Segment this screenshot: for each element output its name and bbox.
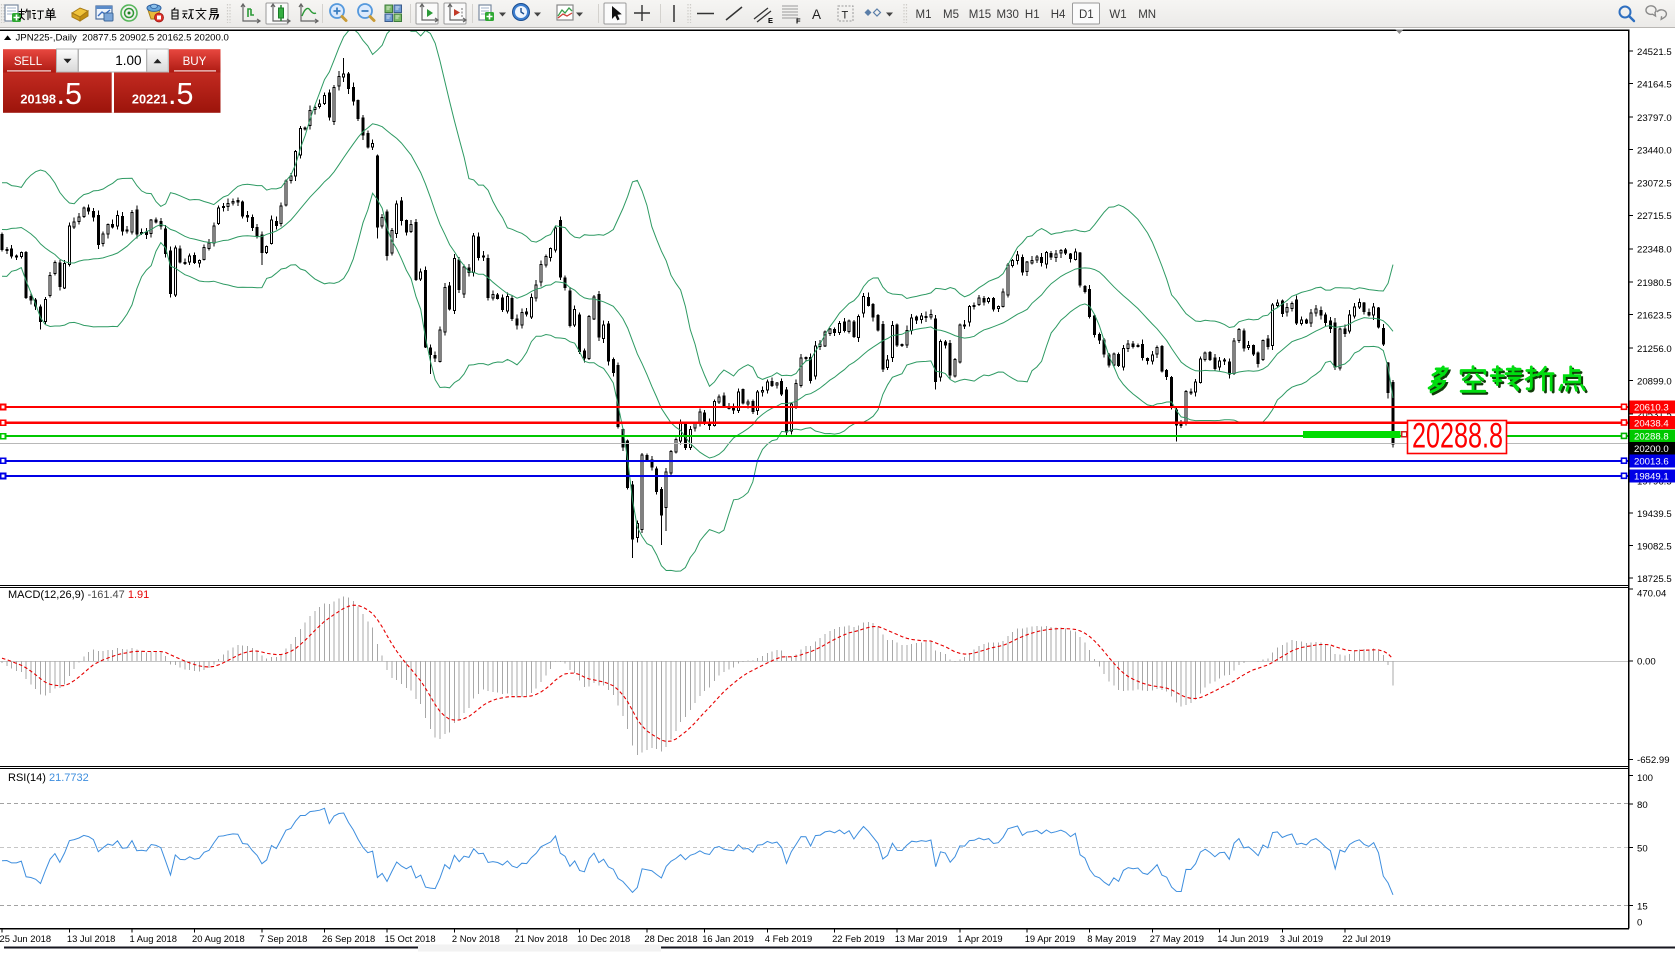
svg-text:20200.0: 20200.0 bbox=[1634, 444, 1669, 455]
svg-text:26 Sep 2018: 26 Sep 2018 bbox=[322, 933, 375, 944]
svg-text:H1: H1 bbox=[1025, 9, 1040, 21]
svg-text:RSI(14) 21.7732: RSI(14) 21.7732 bbox=[8, 772, 89, 784]
svg-text:28 Dec 2018: 28 Dec 2018 bbox=[644, 933, 697, 944]
svg-text:20531.5: 20531.5 bbox=[1637, 410, 1672, 421]
svg-text:19439.5: 19439.5 bbox=[1637, 509, 1672, 520]
svg-text:13 Jul 2018: 13 Jul 2018 bbox=[67, 933, 115, 944]
svg-text:4 Feb 2019: 4 Feb 2019 bbox=[765, 933, 812, 944]
svg-text:-652.99: -652.99 bbox=[1637, 755, 1670, 766]
svg-text:SELL: SELL bbox=[14, 55, 43, 68]
svg-text:3 Jul 2019: 3 Jul 2019 bbox=[1280, 933, 1323, 944]
svg-text:27 May 2019: 27 May 2019 bbox=[1150, 933, 1204, 944]
svg-text:10 Dec 2018: 10 Dec 2018 bbox=[577, 933, 630, 944]
svg-text:1.00: 1.00 bbox=[115, 53, 141, 68]
svg-text:19849.1: 19849.1 bbox=[1634, 472, 1669, 483]
svg-text:1 Apr 2019: 1 Apr 2019 bbox=[957, 933, 1002, 944]
svg-text:H4: H4 bbox=[1051, 9, 1066, 21]
svg-text:19082.5: 19082.5 bbox=[1637, 542, 1672, 553]
svg-text:20288.8: 20288.8 bbox=[1634, 432, 1669, 443]
svg-text:M15: M15 bbox=[969, 9, 991, 21]
svg-text:13 Mar 2019: 13 Mar 2019 bbox=[895, 933, 948, 944]
svg-text:0.00: 0.00 bbox=[1637, 657, 1656, 668]
svg-text:W1: W1 bbox=[1109, 9, 1126, 21]
svg-text:15 Oct 2018: 15 Oct 2018 bbox=[385, 933, 436, 944]
svg-text:14 Jun 2019: 14 Jun 2019 bbox=[1217, 933, 1269, 944]
svg-text:20288.8: 20288.8 bbox=[1412, 417, 1503, 456]
svg-text:20899.0: 20899.0 bbox=[1637, 376, 1672, 387]
svg-text:50: 50 bbox=[1637, 843, 1648, 854]
svg-text:22 Feb 2019: 22 Feb 2019 bbox=[832, 933, 885, 944]
svg-text:15: 15 bbox=[1637, 901, 1648, 912]
svg-text:T: T bbox=[842, 10, 849, 22]
svg-text:0: 0 bbox=[1637, 918, 1642, 929]
svg-text:19 Apr 2019: 19 Apr 2019 bbox=[1025, 933, 1076, 944]
svg-text:470.04: 470.04 bbox=[1637, 589, 1667, 600]
svg-text:20438.4: 20438.4 bbox=[1634, 418, 1669, 429]
svg-text:20013.6: 20013.6 bbox=[1634, 457, 1669, 468]
svg-text:18725.5: 18725.5 bbox=[1637, 574, 1672, 585]
svg-text:100: 100 bbox=[1637, 773, 1653, 784]
svg-text:20610.3: 20610.3 bbox=[1634, 403, 1669, 414]
svg-text:24521.5: 24521.5 bbox=[1637, 47, 1672, 58]
svg-text:MACD(12,26,9) -161.47 1.91: MACD(12,26,9) -161.47 1.91 bbox=[8, 589, 149, 601]
svg-text:20198: 20198 bbox=[20, 92, 56, 107]
svg-text:22715.5: 22715.5 bbox=[1637, 211, 1672, 222]
svg-text:21980.5: 21980.5 bbox=[1637, 278, 1672, 289]
svg-text:8 May 2019: 8 May 2019 bbox=[1087, 933, 1136, 944]
svg-text:25 Jun 2018: 25 Jun 2018 bbox=[0, 933, 51, 944]
svg-text:23440.0: 23440.0 bbox=[1637, 145, 1672, 156]
svg-text:23797.0: 23797.0 bbox=[1637, 113, 1672, 124]
svg-text:D1: D1 bbox=[1079, 9, 1094, 21]
svg-text:M5: M5 bbox=[943, 9, 959, 21]
svg-text:22348.0: 22348.0 bbox=[1637, 245, 1672, 256]
svg-text:23072.5: 23072.5 bbox=[1637, 179, 1672, 190]
svg-text:M1: M1 bbox=[916, 9, 932, 21]
svg-text:E: E bbox=[768, 16, 773, 25]
svg-text:JPN225-,Daily 20877.5 20902.5: JPN225-,Daily 20877.5 20902.5 20162.5 20… bbox=[16, 33, 229, 44]
svg-text:21256.0: 21256.0 bbox=[1637, 344, 1672, 355]
svg-text:A: A bbox=[812, 7, 821, 22]
svg-text:1 Aug 2018: 1 Aug 2018 bbox=[130, 933, 177, 944]
svg-text:F: F bbox=[796, 17, 801, 26]
svg-text:20221: 20221 bbox=[132, 92, 168, 107]
svg-text:16 Jan 2019: 16 Jan 2019 bbox=[702, 933, 754, 944]
svg-text:21623.5: 21623.5 bbox=[1637, 311, 1672, 322]
svg-text:20 Aug 2018: 20 Aug 2018 bbox=[192, 933, 245, 944]
svg-text:7 Sep 2018: 7 Sep 2018 bbox=[259, 933, 307, 944]
svg-text:BUY: BUY bbox=[183, 55, 207, 68]
svg-text:80: 80 bbox=[1637, 800, 1648, 811]
svg-text:.5: .5 bbox=[168, 77, 193, 111]
svg-text:21 Nov 2018: 21 Nov 2018 bbox=[515, 933, 568, 944]
svg-text:MN: MN bbox=[1138, 9, 1156, 21]
svg-text:24164.5: 24164.5 bbox=[1637, 80, 1672, 91]
svg-text:22 Jul 2019: 22 Jul 2019 bbox=[1342, 933, 1390, 944]
svg-text:.5: .5 bbox=[57, 77, 82, 111]
svg-text:2 Nov 2018: 2 Nov 2018 bbox=[452, 933, 500, 944]
svg-text:M30: M30 bbox=[997, 9, 1019, 21]
